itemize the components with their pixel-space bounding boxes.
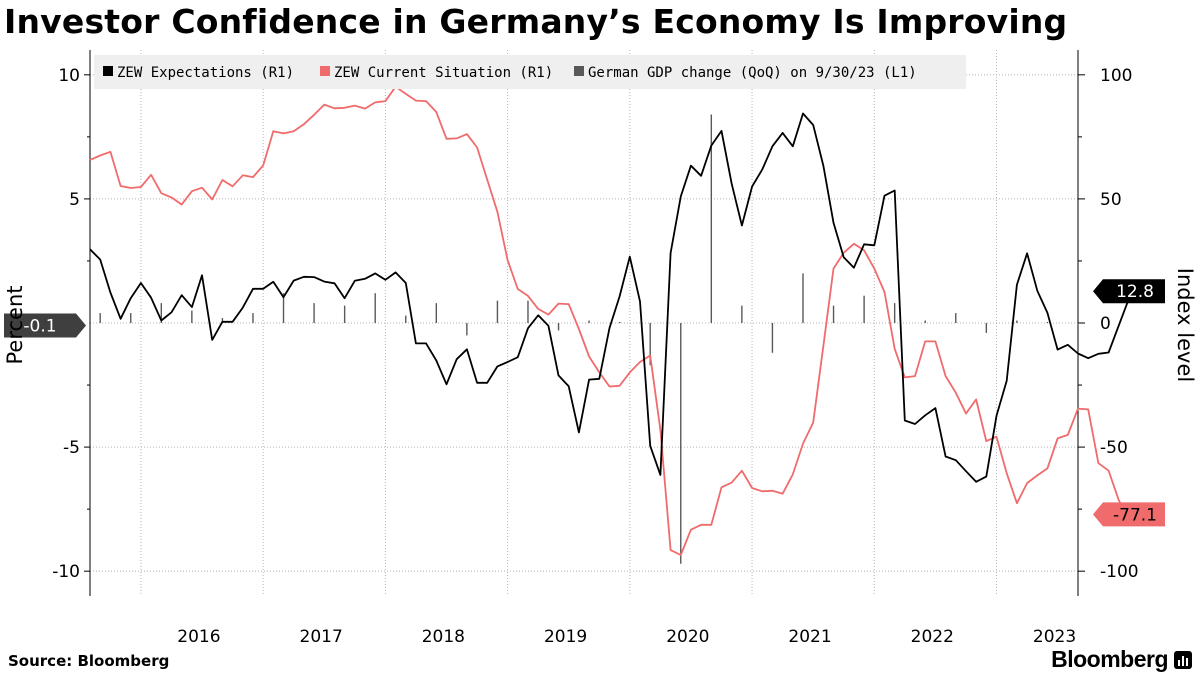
brand-logo: Bloomberg bbox=[1051, 646, 1192, 673]
x-tick-label: 2020 bbox=[666, 627, 709, 647]
left-tick-label: -10 bbox=[52, 562, 80, 582]
x-tick-label: 2017 bbox=[300, 627, 343, 647]
x-tick-label: 2021 bbox=[788, 627, 831, 647]
end-labels: 12.8 -77.1 -0.1 bbox=[4, 279, 1165, 527]
expectations-line bbox=[89, 112, 1140, 483]
left-tick-label: 10 bbox=[58, 66, 80, 86]
right-tick-label: -50 bbox=[1100, 438, 1128, 458]
axes: 10 5 -5 -10 2016 2017 2018 2019 2020 2021 2022 2023… bbox=[52, 50, 1139, 647]
current-end-label: -77.1 bbox=[1113, 505, 1157, 525]
right-tick-label: -100 bbox=[1100, 562, 1139, 582]
expectations-end-label-bg bbox=[1093, 279, 1165, 304]
legend-label: ZEW Current Situation (R1) bbox=[334, 65, 553, 81]
right-tick-label: 100 bbox=[1100, 66, 1132, 86]
legend: ZEW Expectations (R1) ZEW Current Situati… bbox=[94, 55, 966, 89]
gdp-end-label: -0.1 bbox=[23, 316, 56, 336]
grid bbox=[90, 50, 1078, 596]
gdp-end-label-bg bbox=[4, 313, 86, 338]
right-tick-label: 0 bbox=[1100, 314, 1111, 334]
brand-text: Bloomberg bbox=[1051, 646, 1168, 672]
x-tick-label: 2023 bbox=[1033, 627, 1076, 647]
right-tick-label: 50 bbox=[1100, 190, 1122, 210]
left-tick-label: -5 bbox=[63, 438, 80, 458]
legend-swatch bbox=[574, 66, 584, 76]
series-lines bbox=[89, 85, 1160, 556]
x-tick-label: 2016 bbox=[177, 627, 220, 647]
left-tick-label: 5 bbox=[69, 190, 80, 210]
source-note: Source: Bloomberg bbox=[8, 652, 170, 670]
current-situation-line bbox=[89, 85, 1160, 556]
current-end-label-bg bbox=[1093, 502, 1165, 527]
legend-swatch bbox=[103, 66, 113, 76]
page-title: Investor Confidence in Germany’s Economy… bbox=[4, 2, 1068, 41]
legend-swatch bbox=[320, 66, 330, 76]
bloomberg-mark-icon bbox=[1174, 650, 1192, 669]
gdp-bars bbox=[99, 114, 1079, 564]
legend-label: ZEW Expectations (R1) bbox=[117, 65, 294, 81]
expectations-end-label: 12.8 bbox=[1116, 282, 1154, 302]
legend-label: German GDP change (QoQ) on 9/30/23 (L1) bbox=[588, 65, 917, 81]
x-tick-label: 2019 bbox=[544, 627, 587, 647]
x-tick-label: 2022 bbox=[911, 627, 954, 647]
left-axis-title: Percent bbox=[3, 285, 27, 364]
right-axis-title: Index level bbox=[1173, 268, 1197, 382]
legend-box bbox=[94, 55, 966, 89]
x-tick-label: 2018 bbox=[422, 627, 465, 647]
